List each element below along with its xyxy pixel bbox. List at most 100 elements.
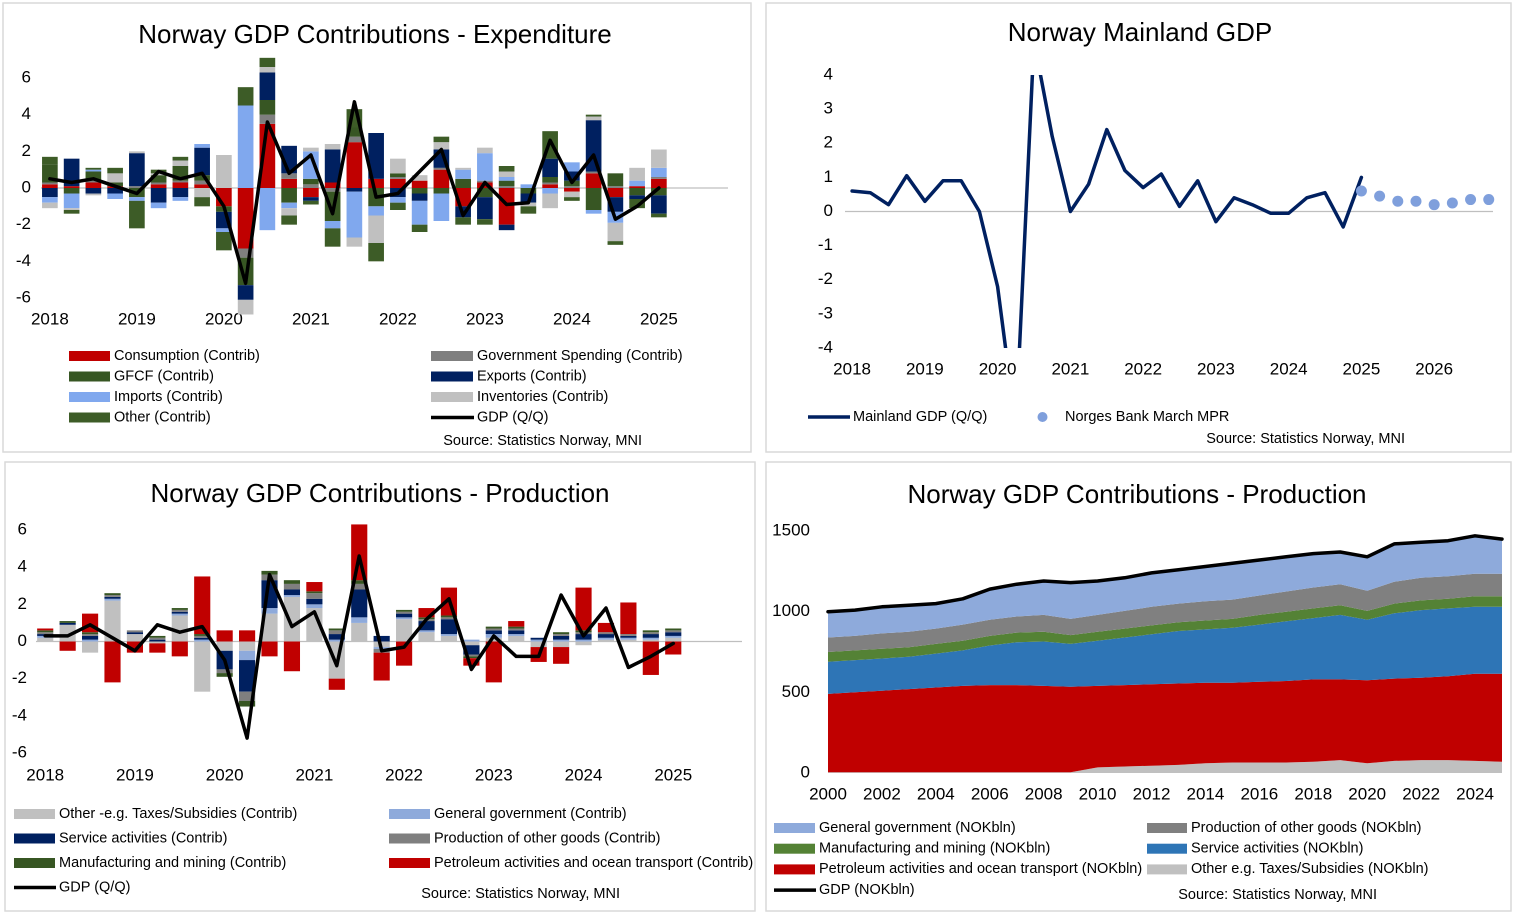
- y-tick-label: 2: [22, 141, 31, 160]
- chart-title: Norway GDP Contributions - Expenditure: [138, 19, 612, 49]
- bar-segment: [346, 127, 363, 137]
- bar-segment: [530, 639, 547, 642]
- bar-segment: [82, 632, 99, 635]
- legend-label: Service activities (Contrib): [59, 830, 227, 846]
- bar-segment: [104, 600, 121, 642]
- bar-segment: [553, 647, 570, 664]
- bar-segment: [107, 167, 123, 174]
- bar-segment: [508, 634, 525, 636]
- y-tick-label: -4: [818, 337, 833, 356]
- bar-segment: [396, 609, 413, 612]
- bar-segment: [85, 167, 102, 170]
- bar-segment: [433, 169, 450, 188]
- gdp-line: [48, 100, 661, 286]
- x-tick-label: 2022: [1402, 784, 1440, 803]
- bar-segment: [575, 641, 592, 646]
- legend-swatch: [774, 864, 815, 875]
- bar-segment: [63, 210, 80, 214]
- bar-segment: [150, 173, 167, 176]
- bar-segment: [239, 700, 256, 707]
- legend-swatch: [431, 392, 473, 402]
- bar-segment: [324, 182, 341, 188]
- x-tick-label: 2026: [1415, 359, 1453, 378]
- bar-segment: [85, 188, 102, 194]
- y-tick-label: 2: [824, 133, 833, 152]
- bar-segment: [433, 136, 450, 143]
- bar-segment: [390, 158, 406, 174]
- bar-segment: [440, 617, 458, 620]
- bar-segment: [261, 641, 278, 657]
- bar-segment: [194, 637, 211, 640]
- bar-segment: [508, 621, 525, 627]
- bar-segment: [283, 596, 301, 642]
- bar-segment: [520, 206, 537, 214]
- bar-segment: [328, 628, 345, 631]
- bar-segment: [553, 634, 570, 636]
- bar-segment: [216, 155, 232, 188]
- bar-segment: [440, 619, 458, 635]
- bar-segment: [585, 173, 602, 188]
- bar-segment: [440, 615, 458, 618]
- bar-segment: [629, 180, 645, 187]
- bar-segment: [498, 171, 515, 177]
- bar-segment: [129, 186, 145, 188]
- bar-segment: [665, 628, 682, 631]
- bar-segment: [59, 621, 76, 623]
- bar-segment: [665, 632, 682, 636]
- bar-segment: [665, 635, 682, 638]
- bar-segment: [651, 149, 667, 168]
- bar-segment: [85, 182, 102, 188]
- bar-segment: [463, 645, 480, 655]
- series-line: [850, 75, 1364, 348]
- y-tick-label: 6: [22, 67, 31, 86]
- legend-label: GDP (Q/Q): [59, 879, 130, 895]
- bar-segment: [37, 637, 54, 642]
- x-tick-label: 2016: [1240, 784, 1278, 803]
- bar-segment: [597, 622, 615, 633]
- legend-label: GFCF (Contrib): [114, 368, 214, 384]
- x-tick-label: 2010: [1079, 784, 1117, 803]
- legend-label: Petroleum activities and ocean transport…: [434, 855, 753, 871]
- bar-segment: [642, 639, 659, 642]
- bar-segment: [324, 228, 341, 247]
- bar-segment: [477, 188, 493, 198]
- x-tick-label: 2000: [809, 784, 847, 803]
- bar-segment: [508, 630, 525, 635]
- bar-segment: [498, 177, 515, 181]
- bar-segment: [665, 637, 682, 642]
- gdp-line: [43, 554, 676, 740]
- bar-segment: [351, 589, 368, 618]
- bar-segment: [259, 72, 276, 100]
- y-tick-label: 500: [782, 682, 810, 701]
- bar-segment: [104, 595, 121, 597]
- forecast-point: [1428, 199, 1440, 211]
- bar-segment: [498, 166, 515, 172]
- bar-segment: [553, 632, 570, 635]
- bar-segment: [463, 656, 480, 659]
- legend-label: General government (Contrib): [434, 806, 627, 822]
- bar-segment: [42, 197, 58, 203]
- x-tick-label: 2024: [1270, 359, 1308, 378]
- y-tick-label: 1000: [772, 601, 810, 620]
- bar-segment: [149, 637, 166, 640]
- y-tick-label: -4: [16, 251, 31, 270]
- y-tick-label: 1500: [772, 520, 810, 539]
- bar-segment: [194, 147, 210, 176]
- bar-segment: [259, 57, 276, 67]
- bar-segment: [283, 583, 301, 590]
- bar-segment: [216, 669, 233, 674]
- bar-segment: [37, 630, 54, 633]
- bar-segment: [585, 188, 602, 210]
- forecast-point: [1483, 194, 1495, 206]
- y-tick-label: 0: [801, 762, 810, 781]
- bar-segment: [194, 641, 211, 692]
- legend-label: Manufacturing and mining (Contrib): [59, 855, 286, 871]
- bar-segment: [607, 188, 624, 198]
- legend-swatch: [431, 371, 473, 382]
- bar-segment: [418, 608, 435, 618]
- bar-segment: [107, 193, 123, 199]
- bar-segment: [368, 243, 384, 262]
- legend-label: Government Spending (Contrib): [477, 348, 683, 364]
- bar-segment: [411, 193, 428, 201]
